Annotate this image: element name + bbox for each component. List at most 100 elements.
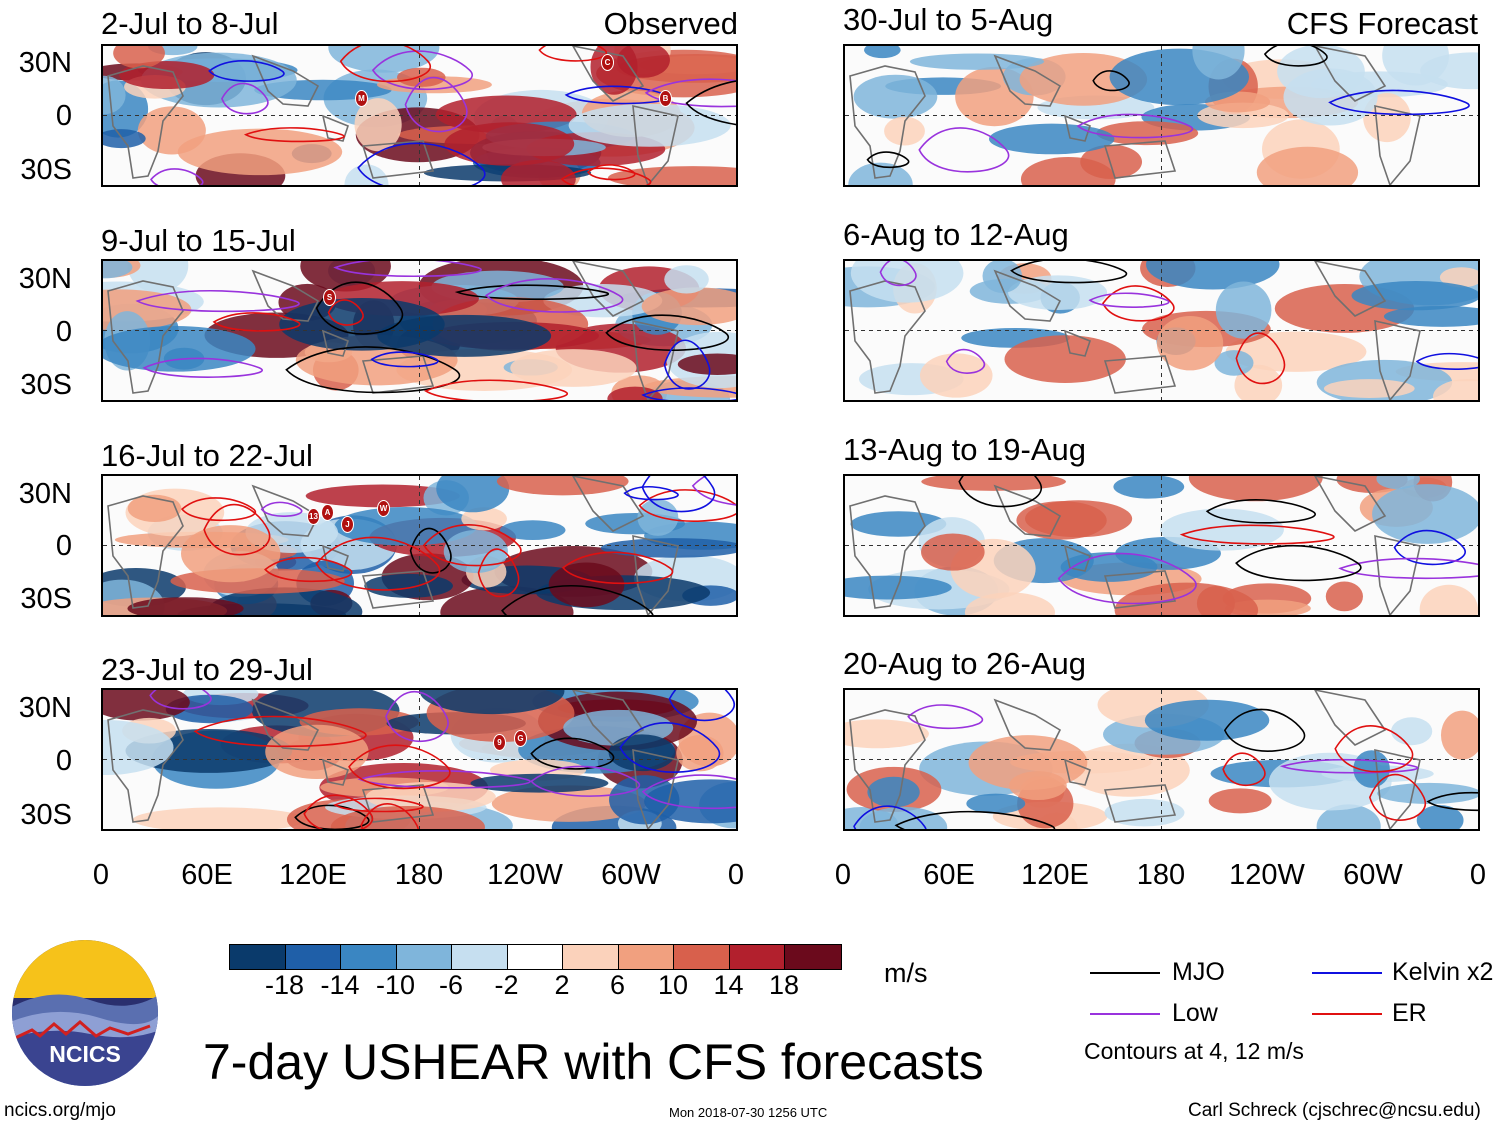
coastline bbox=[321, 329, 349, 357]
contour-kelvin-x2 bbox=[619, 722, 721, 773]
map-field bbox=[103, 476, 736, 615]
map-field bbox=[103, 261, 736, 400]
field-blob bbox=[1196, 586, 1235, 615]
x-tick: 60E bbox=[181, 859, 233, 891]
contour-er bbox=[1222, 752, 1266, 786]
panel-obs-1: M C B bbox=[101, 44, 738, 187]
field-blob bbox=[279, 298, 445, 351]
field-blob bbox=[103, 129, 146, 149]
logo-text: NCICS bbox=[49, 1041, 121, 1067]
map-field bbox=[103, 690, 736, 829]
contour-low bbox=[484, 278, 624, 313]
field-blob bbox=[443, 530, 508, 574]
contour-er bbox=[180, 497, 257, 522]
y-tick-0: 0 bbox=[55, 745, 72, 777]
field-blob bbox=[1113, 476, 1185, 499]
colorbar-label: -2 bbox=[494, 970, 519, 1000]
storm-marker: 13 bbox=[307, 508, 320, 525]
coastline bbox=[1103, 140, 1177, 179]
field-blob bbox=[1208, 788, 1272, 814]
field-blob bbox=[419, 690, 565, 715]
contour-er bbox=[538, 46, 608, 62]
field-blob bbox=[1382, 46, 1449, 86]
coastline bbox=[993, 698, 1062, 751]
contour-er bbox=[561, 551, 674, 585]
contour-mjo bbox=[1223, 708, 1306, 752]
field-blob bbox=[103, 326, 256, 372]
field-blob bbox=[637, 499, 679, 536]
x-tick: 120E bbox=[279, 859, 347, 891]
contour-low bbox=[530, 765, 641, 797]
coastline bbox=[1103, 570, 1177, 609]
contour-er bbox=[193, 715, 367, 748]
contour-mjo bbox=[958, 476, 1043, 508]
contour-mjo bbox=[501, 584, 654, 615]
contour-low bbox=[907, 704, 984, 730]
field-blob bbox=[132, 807, 307, 829]
field-blob bbox=[1225, 331, 1367, 372]
field-blob bbox=[1325, 581, 1363, 612]
coastline bbox=[849, 65, 926, 179]
storm-marker: W bbox=[377, 500, 390, 517]
colorbar-swatch bbox=[506, 944, 563, 970]
coastline bbox=[107, 280, 184, 394]
contour-er bbox=[264, 556, 353, 583]
coastline bbox=[1063, 758, 1091, 786]
panel-title-obs-2: 9-Jul to 15-Jul bbox=[101, 223, 296, 258]
y-tick-30n: 30N bbox=[18, 478, 72, 510]
field-blob bbox=[1016, 501, 1107, 540]
field-blob bbox=[1188, 476, 1323, 502]
contour-kelvin-x2 bbox=[357, 142, 486, 185]
site-link[interactable]: ncics.org/mjo bbox=[4, 1100, 116, 1121]
field-blob bbox=[1419, 584, 1478, 615]
contour-mjo bbox=[409, 527, 452, 574]
contour-er bbox=[315, 536, 441, 591]
contour-er bbox=[348, 744, 451, 790]
panel-fc-1 bbox=[843, 44, 1480, 187]
field-blob bbox=[1440, 710, 1478, 760]
y-tick-30s: 30S bbox=[20, 799, 72, 831]
field-blob bbox=[1020, 157, 1116, 185]
x-tick: 0 bbox=[834, 859, 852, 891]
storm-marker: B bbox=[659, 90, 672, 107]
contour-kelvin-x2 bbox=[623, 486, 679, 501]
field-blob bbox=[344, 164, 389, 185]
field-blob bbox=[909, 53, 1045, 70]
storm-marker: J bbox=[341, 516, 354, 533]
coastline bbox=[107, 65, 184, 179]
contour-mjo bbox=[894, 810, 1055, 829]
field-blob bbox=[664, 265, 709, 294]
contour-er bbox=[303, 794, 374, 829]
coastline bbox=[1314, 46, 1387, 102]
coastline bbox=[107, 495, 184, 609]
units-label: m/s bbox=[884, 958, 928, 988]
field-blob bbox=[677, 353, 736, 375]
contour-mjo bbox=[315, 281, 404, 335]
field-blob bbox=[328, 46, 440, 73]
coastline bbox=[321, 758, 349, 786]
contour-low bbox=[691, 476, 736, 506]
storm-marker: A bbox=[321, 504, 334, 521]
contour-low bbox=[1279, 758, 1419, 774]
coastline bbox=[251, 484, 320, 537]
panel-obs-3: 13 A J W bbox=[101, 474, 738, 617]
contour-mjo bbox=[454, 284, 609, 300]
field-blob bbox=[988, 123, 1115, 155]
contour-mjo bbox=[605, 314, 729, 352]
field-blob bbox=[1439, 267, 1478, 288]
field-blob bbox=[1144, 699, 1270, 741]
field-blob bbox=[848, 162, 913, 185]
panel-fc-4 bbox=[843, 688, 1480, 831]
field-blob bbox=[1008, 275, 1108, 310]
field-blob bbox=[113, 46, 165, 69]
panel-fc-3 bbox=[843, 474, 1480, 617]
contour-er bbox=[243, 127, 345, 143]
contour-low bbox=[149, 690, 212, 710]
field-blob bbox=[1323, 379, 1415, 398]
field-blob bbox=[1433, 379, 1478, 400]
contour-low bbox=[1088, 292, 1170, 308]
field-blob bbox=[436, 476, 510, 513]
colorbar-label: -18 bbox=[264, 970, 305, 1000]
colorbar-label: 6 bbox=[609, 970, 626, 1000]
contour-er bbox=[477, 548, 520, 598]
